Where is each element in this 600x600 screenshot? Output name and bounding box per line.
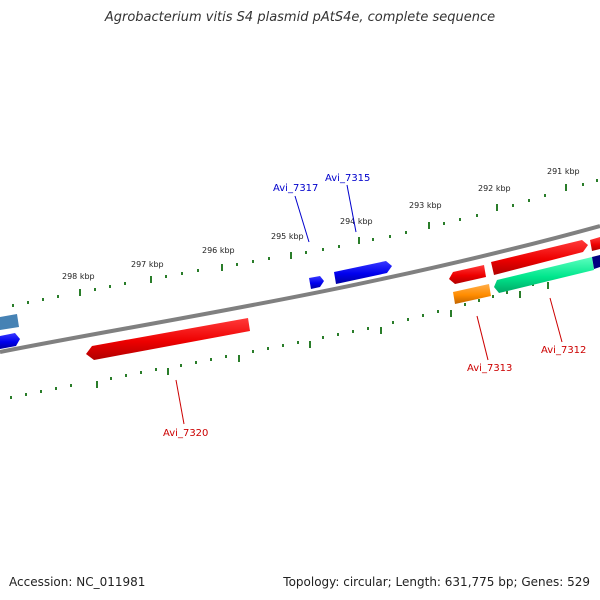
label-avi-7315[interactable]: Avi_7315 <box>325 173 370 184</box>
tick-label-294: 294 kbp <box>340 217 373 226</box>
upper-minor-ticks <box>12 179 598 307</box>
accession-text: Accession: NC_011981 <box>9 575 146 589</box>
tick-mark-298 <box>79 289 81 296</box>
tick-label-295: 295 kbp <box>271 232 304 241</box>
tick-mark-292 <box>496 204 498 211</box>
tick-mark-295 <box>290 252 292 259</box>
gene-avi-7312[interactable] <box>494 257 594 293</box>
tick-mark-297 <box>150 276 152 283</box>
gene-avi-7315[interactable] <box>334 261 392 284</box>
gene-steel-edge[interactable] <box>0 314 19 330</box>
leader-avi-7317 <box>294 195 310 243</box>
tick-mark-293 <box>428 222 430 229</box>
leader-avi-7320 <box>175 379 185 425</box>
plasmid-backbone <box>0 224 600 354</box>
tick-label-292: 292 kbp <box>478 184 511 193</box>
topology-summary: Topology: circular; Length: 631,775 bp; … <box>283 575 590 589</box>
gene-red-upper-3[interactable] <box>590 237 600 251</box>
gene-blue-edge[interactable] <box>0 333 20 349</box>
tick-label-297: 297 kbp <box>131 260 164 269</box>
gene-red-upper-1[interactable] <box>449 265 486 284</box>
gene-avi-7317[interactable] <box>309 276 324 289</box>
label-avi-7313[interactable]: Avi_7313 <box>467 363 512 374</box>
gene-red-upper-2[interactable] <box>491 240 588 275</box>
gene-avi-7313[interactable] <box>453 284 491 304</box>
upper-tick-ring <box>12 179 598 307</box>
leader-avi-7315 <box>346 184 357 233</box>
tick-mark-296 <box>221 264 223 271</box>
label-avi-7317[interactable]: Avi_7317 <box>273 183 318 194</box>
tick-label-296: 296 kbp <box>202 246 235 255</box>
leader-avi-7313 <box>476 315 489 361</box>
gene-navy-edge[interactable] <box>592 255 600 269</box>
lower-major-ticks <box>96 282 549 388</box>
leader-avi-7312 <box>549 297 563 343</box>
tick-label-298: 298 kbp <box>62 272 95 281</box>
map-title: Agrobacterium vitis S4 plasmid pAtS4e, c… <box>104 10 496 25</box>
label-avi-7320[interactable]: Avi_7320 <box>163 428 208 439</box>
label-avi-7312[interactable]: Avi_7312 <box>541 345 586 356</box>
tick-label-291: 291 kbp <box>547 167 580 176</box>
tick-label-293: 293 kbp <box>409 201 442 210</box>
tick-mark-294 <box>358 237 360 244</box>
tick-mark-291 <box>565 184 567 191</box>
gene-avi-7320[interactable] <box>86 318 250 360</box>
